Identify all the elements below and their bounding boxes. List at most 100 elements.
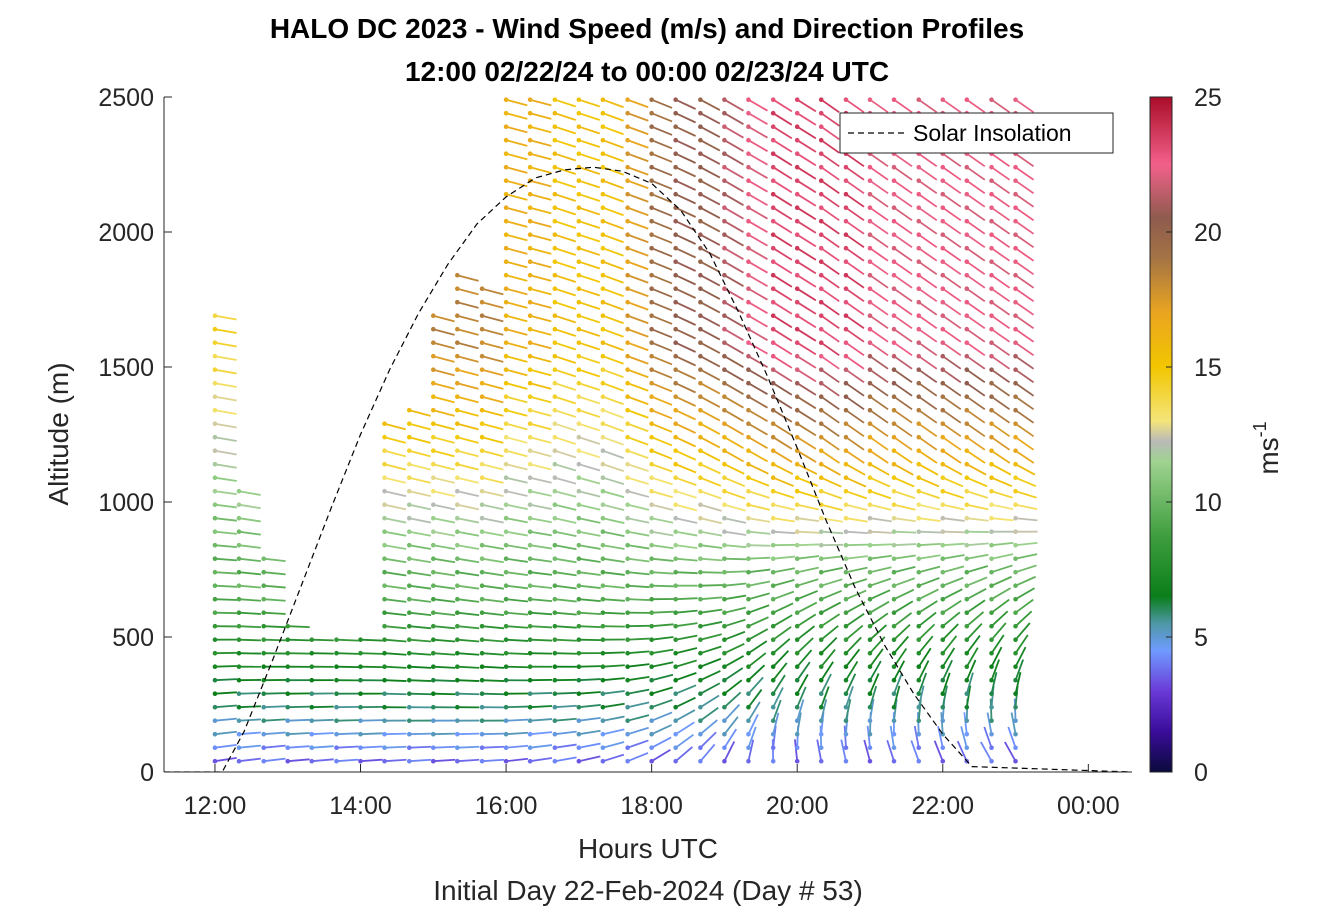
wind-barb-dot (1013, 434, 1018, 440)
wind-barb (747, 260, 768, 274)
wind-barb (651, 287, 673, 298)
wind-barb (481, 652, 505, 656)
wind-barb-dot (527, 569, 533, 575)
wind-barb-dot (552, 488, 558, 494)
wind-barb-dot (1013, 664, 1018, 669)
wind-barb-dot (625, 97, 630, 102)
wind-barb-dot (722, 691, 727, 696)
wind-barb-dot (770, 326, 776, 332)
wind-barb-dot (891, 286, 897, 292)
wind-barb (287, 638, 310, 642)
wind-barb (433, 436, 455, 444)
wind-barb (651, 422, 673, 433)
wind-barb-dot (989, 259, 994, 265)
wind-barb (966, 274, 986, 289)
wind-barb-dot (867, 434, 873, 440)
wind-barb (627, 274, 649, 284)
wind-barb (845, 247, 865, 262)
wind-barb-dot (600, 758, 606, 764)
wind-barb (748, 476, 770, 487)
wind-barb (627, 650, 650, 655)
wind-barb (1015, 490, 1037, 499)
wind-barb-dot (600, 380, 606, 386)
wind-barb-dot (989, 353, 994, 359)
wind-barb (820, 368, 840, 384)
wind-barb (675, 622, 698, 628)
wind-barb (578, 341, 601, 351)
wind-barb-dot (503, 394, 509, 400)
wind-barb-dot (503, 704, 509, 710)
wind-barb-dot (503, 515, 509, 521)
wind-barb (918, 220, 938, 235)
wind-barb (772, 725, 777, 748)
wind-barb (991, 542, 1014, 547)
wind-barb-dot (722, 502, 727, 508)
wind-barb (214, 544, 237, 549)
wind-barb-dot (261, 650, 267, 656)
wind-barb (772, 436, 793, 450)
wind-barb-dot (818, 475, 824, 481)
wind-barb-dot (479, 583, 485, 588)
wind-barb-dot (722, 758, 727, 764)
wind-barb-dot (989, 704, 994, 710)
wind-barb-dot (503, 326, 509, 332)
wind-barb-dot (916, 529, 922, 534)
wind-barb-dot (503, 218, 509, 224)
wind-barb (481, 571, 504, 577)
wind-barb (578, 355, 601, 364)
y-tick-label: 2500 (98, 84, 154, 112)
plot-area (164, 97, 1132, 772)
wind-barb (457, 732, 480, 736)
wind-barb-dot (989, 434, 994, 440)
wind-barb-dot (722, 178, 727, 183)
wind-barb-dot (940, 272, 946, 278)
wind-barb (893, 660, 906, 681)
wind-barb-dot (1013, 164, 1018, 170)
wind-barb (796, 590, 818, 601)
wind-barb (1015, 542, 1038, 547)
wind-barb (991, 587, 1011, 600)
wind-barb (724, 594, 747, 601)
wind-barb-dot (916, 745, 922, 750)
wind-barb-dot (746, 421, 751, 427)
wind-barb (966, 576, 988, 587)
wind-barb (675, 647, 698, 655)
wind-barb-dot (698, 286, 703, 292)
wind-barb-dot (503, 637, 509, 642)
wind-barb-dot (843, 421, 849, 427)
wind-barb (529, 233, 552, 242)
wind-barb-dot (722, 191, 727, 197)
wind-barb-dot (503, 569, 509, 575)
wind-barb (627, 571, 650, 576)
wind-barb (627, 490, 650, 498)
wind-barb (529, 584, 553, 589)
wind-barb-dot (989, 205, 994, 210)
wind-barb-dot (600, 623, 606, 629)
wind-barb-dot (746, 286, 751, 292)
wind-barb (675, 436, 696, 448)
wind-barb-dot (552, 299, 558, 305)
wind-barb-dot (430, 529, 436, 534)
wind-barb (602, 368, 624, 379)
wind-barb (991, 476, 1013, 488)
wind-barb-dot (285, 623, 291, 629)
wind-barb-dot (261, 583, 267, 588)
wind-barb-dot (794, 745, 800, 750)
wind-barb (409, 490, 431, 497)
wind-barb-dot (503, 124, 509, 129)
wind-barb-dot (989, 718, 994, 723)
wind-barb-dot (212, 677, 218, 683)
wind-barb-dot (818, 299, 824, 305)
wind-barb-dot (916, 434, 922, 440)
wind-barb (481, 368, 504, 377)
wind-barb-dot (746, 97, 751, 102)
wind-barb-dot (940, 178, 946, 183)
wind-barb (651, 490, 674, 499)
wind-barb-dot (600, 529, 606, 534)
wind-barb-dot (722, 110, 727, 116)
wind-barb-dot (1013, 515, 1018, 521)
wind-barb (869, 260, 889, 276)
wind-barb (1015, 503, 1038, 510)
wind-barb-dot (916, 556, 922, 561)
wind-barb (869, 301, 889, 316)
